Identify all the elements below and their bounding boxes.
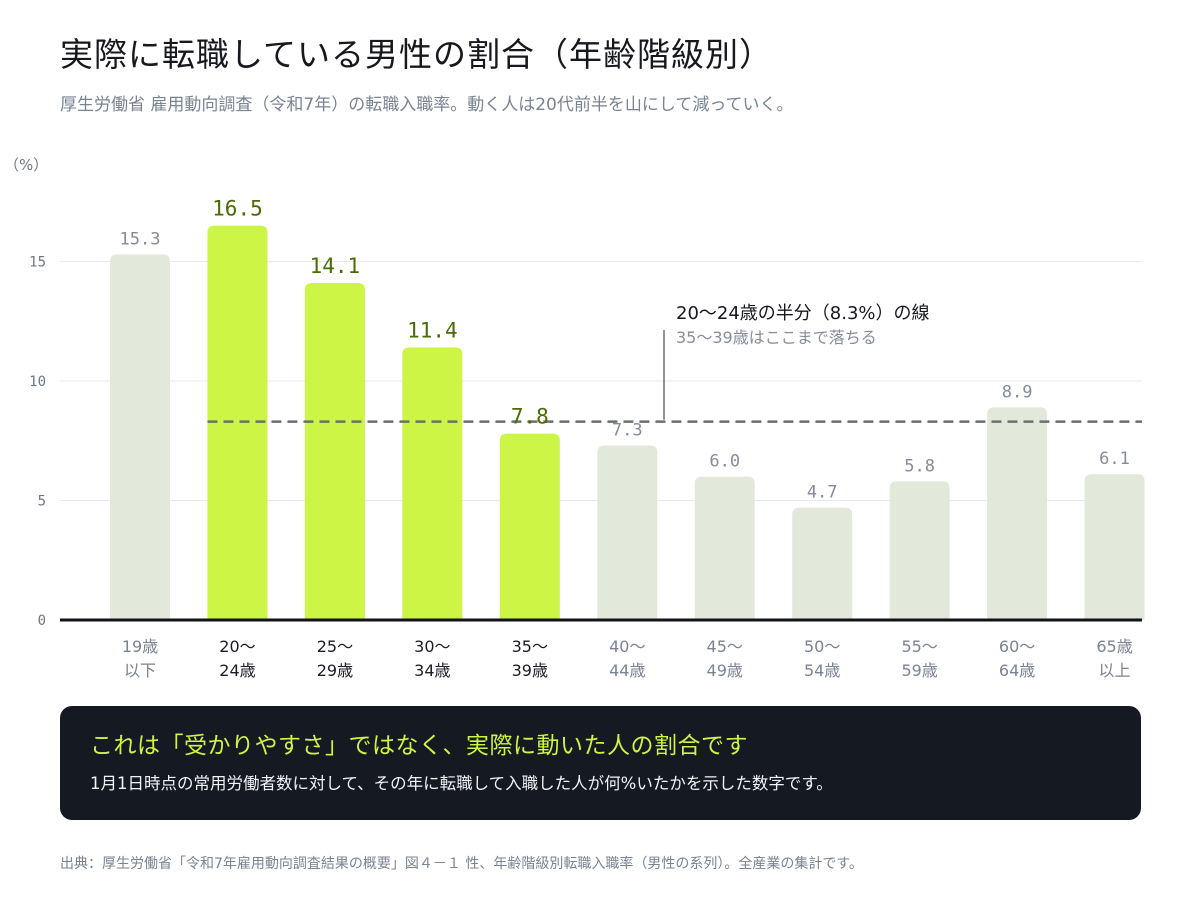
y-tick-label: 5 <box>38 494 46 510</box>
x-tick-label: 25〜 <box>317 637 353 656</box>
x-tick-label: 54歳 <box>804 661 840 680</box>
x-tick-label: 50〜 <box>804 637 840 656</box>
page-subtitle: 厚生労働省 雇用動向調査（令和7年）の転職入職率。動く人は20代前半を山にして減… <box>60 95 794 115</box>
bar <box>597 445 658 620</box>
callout-body: 1月1日時点の常用労働者数に対して、その年に転職して入職した人が何%いたかを示し… <box>90 774 833 793</box>
x-tick-label: 34歳 <box>414 661 450 680</box>
reference-line-sublabel: 35〜39歳はここまで落ちる <box>676 328 877 347</box>
y-tick-label: 15 <box>29 255 46 271</box>
x-tick-label: 45〜 <box>707 637 743 656</box>
reference-line-label: 20〜24歳の半分（8.3%）の線 <box>676 303 930 324</box>
y-tick-label: 0 <box>38 613 46 629</box>
x-tick-label: 以上 <box>1099 661 1131 680</box>
page-title: 実際に転職している男性の割合（年齢階級別） <box>60 35 774 74</box>
x-tick-label: 40〜 <box>609 637 645 656</box>
callout-title: これは「受かりやすさ」ではなく、実際に動いた人の割合です <box>90 733 748 759</box>
x-tick-label: 29歳 <box>317 661 353 680</box>
bar <box>889 481 950 620</box>
source-note: 出典：厚生労働省「令和7年雇用動向調査結果の概要」図４－１ 性、年齢階級別転職入… <box>60 856 863 872</box>
x-tick-label: 35〜 <box>512 637 548 656</box>
bar <box>694 476 755 620</box>
x-tick-label: 65歳 <box>1096 637 1132 656</box>
bar-value-label: 7.8 <box>511 405 549 429</box>
bar <box>304 283 365 620</box>
bar-value-label: 15.3 <box>120 229 161 249</box>
bar-value-label: 4.7 <box>807 483 838 503</box>
bar <box>499 433 560 620</box>
bar-chart: （%） 0 5 10 15 15.3 16.5 14.1 11.4 7.8 7.3 6.0 4.7 5.8… <box>4 156 1145 680</box>
x-tick-label: 以下 <box>124 661 156 680</box>
bar-value-label: 14.1 <box>310 254 361 278</box>
bar <box>1084 474 1145 620</box>
x-tick-label: 24歳 <box>219 661 255 680</box>
callout-box: これは「受かりやすさ」ではなく、実際に動いた人の割合です 1月1日時点の常用労働… <box>60 706 1141 820</box>
bar <box>792 507 853 620</box>
bar-value-label: 11.4 <box>407 319 458 343</box>
bar-value-label: 6.0 <box>709 452 740 472</box>
bar <box>110 254 170 620</box>
bar-value-label: 7.3 <box>612 421 643 441</box>
x-tick-label: 60〜 <box>999 637 1035 656</box>
bar-value-label: 5.8 <box>904 456 935 476</box>
x-tick-label: 39歳 <box>512 661 548 680</box>
x-tick-label: 49歳 <box>707 661 743 680</box>
x-tick-label: 20〜 <box>219 637 255 656</box>
bar-value-label: 6.1 <box>1099 449 1130 469</box>
y-unit-label: （%） <box>4 156 48 174</box>
x-tick-label: 59歳 <box>901 661 937 680</box>
y-tick-label: 10 <box>29 374 46 390</box>
x-tick-label: 55〜 <box>901 637 937 656</box>
bar <box>987 407 1048 620</box>
x-tick-label: 44歳 <box>609 661 645 680</box>
bar-value-label: 8.9 <box>1002 382 1033 402</box>
x-tick-label: 30〜 <box>414 637 450 656</box>
x-tick-label: 19歳 <box>122 637 158 656</box>
x-tick-label: 64歳 <box>999 661 1035 680</box>
bar <box>402 347 463 620</box>
bar <box>207 225 268 620</box>
bar-value-label: 16.5 <box>212 197 263 221</box>
